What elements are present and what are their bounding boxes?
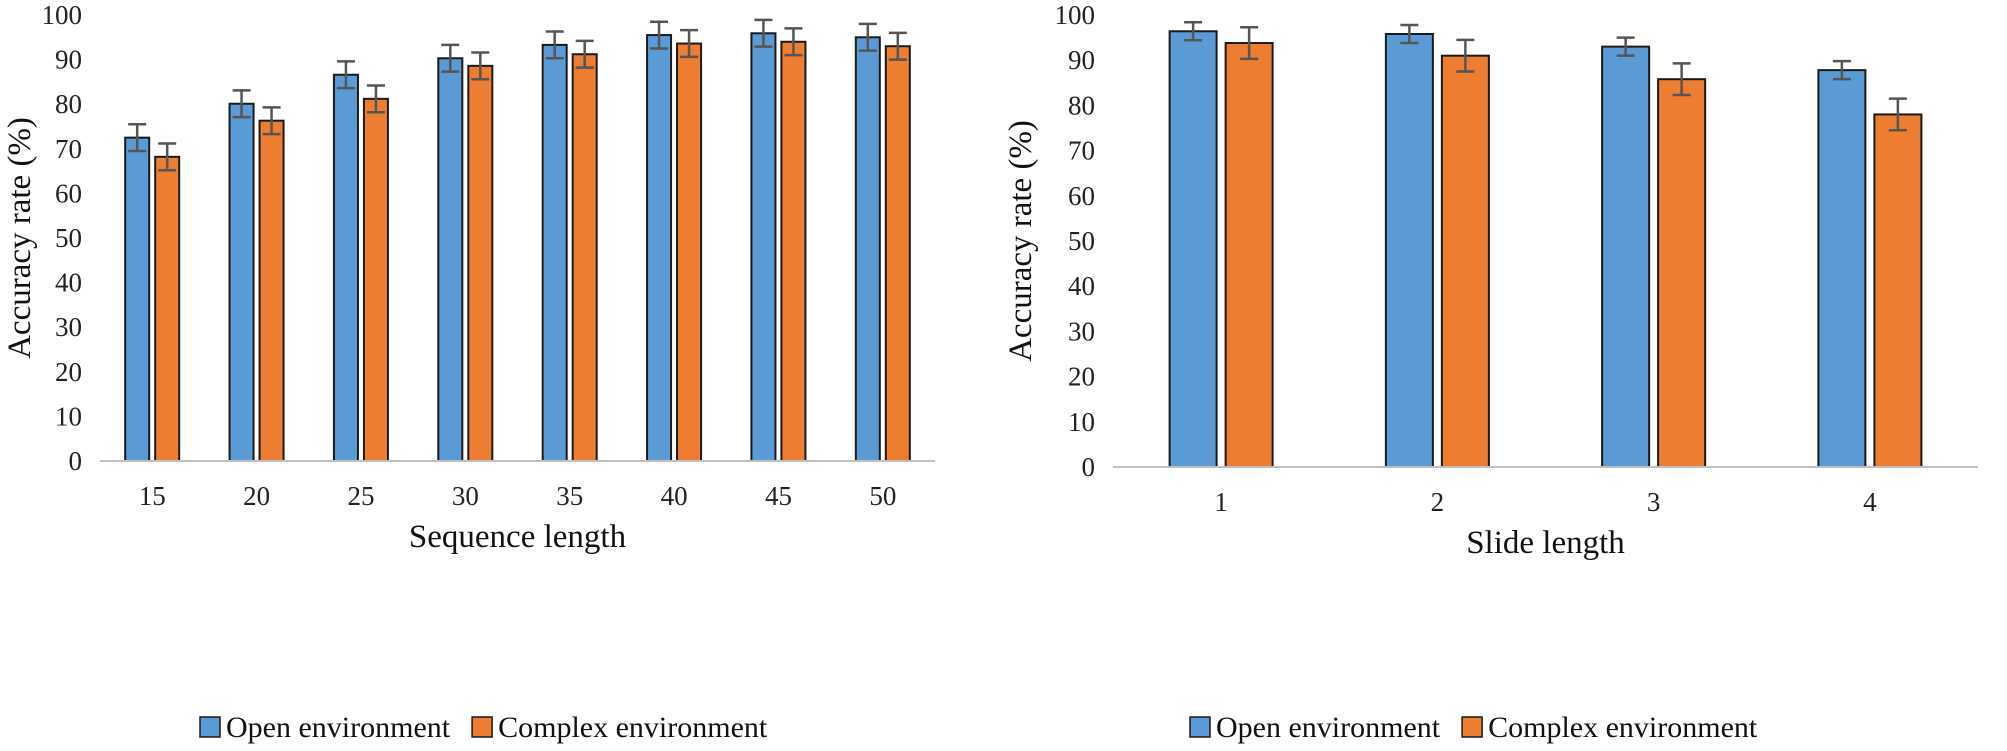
y-tick-label: 0 (1082, 452, 1096, 482)
y-tick-label: 0 (69, 446, 83, 476)
bar-open (1168, 30, 1218, 468)
bar-open (1601, 45, 1651, 468)
right-bar-chart: 0 10 20 30 40 50 60 70 80 90 100 1 2 3 4 Slide length Ac… (1003, 0, 1978, 744)
bar-open (750, 32, 777, 462)
legend-label-open: Open environment (1216, 711, 1441, 744)
x-tick-label: 4 (1863, 487, 1877, 517)
x-tick-label: 3 (1647, 487, 1661, 517)
legend-label-complex: Complex environment (498, 711, 768, 744)
bar-complex (1873, 113, 1923, 468)
x-tick-label: 30 (452, 481, 479, 511)
y-axis-title: Accuracy rate (%) (1003, 120, 1039, 362)
bar-open (646, 34, 673, 462)
bar-open (437, 57, 464, 463)
y-tick-label: 90 (55, 45, 82, 75)
y-tick-label: 10 (1068, 407, 1095, 437)
legend-label-complex: Complex environment (1488, 711, 1758, 744)
bar-complex (571, 53, 598, 463)
bar-complex (1657, 78, 1707, 469)
y-tick-label: 70 (1068, 136, 1095, 166)
bar-complex (1224, 42, 1274, 469)
bar-open (854, 36, 881, 463)
bar-complex (1440, 54, 1490, 469)
bar-complex (362, 97, 389, 463)
y-tick-label: 40 (55, 268, 82, 298)
x-tick-label: 15 (139, 481, 166, 511)
x-tick-label: 35 (556, 481, 583, 511)
y-tick-label: 90 (1068, 45, 1095, 75)
x-tick-label: 45 (765, 481, 792, 511)
y-tick-label: 80 (55, 89, 82, 119)
y-tick-label: 50 (55, 223, 82, 253)
legend-swatch-open (1189, 716, 1211, 738)
bar-complex (676, 42, 703, 462)
bar-open (332, 73, 359, 462)
y-tick-label: 40 (1068, 271, 1095, 301)
bar-complex (154, 155, 181, 462)
bar-complex (780, 40, 807, 462)
y-tick-label: 10 (55, 401, 82, 431)
bar-open (1384, 32, 1434, 468)
y-tick-label: 20 (1068, 362, 1095, 392)
bar-complex (884, 45, 911, 462)
bar-open (228, 102, 255, 462)
bar-open (124, 136, 151, 462)
y-tick-label: 100 (1055, 0, 1096, 30)
x-tick-label: 2 (1431, 487, 1445, 517)
x-tick-label: 1 (1214, 487, 1228, 517)
x-tick-label: 25 (347, 481, 374, 511)
y-axis-title: Accuracy rate (%) (2, 117, 38, 359)
y-tick-label: 60 (55, 178, 82, 208)
bar-complex (258, 119, 285, 463)
x-axis-title: Slide length (1466, 525, 1625, 561)
legend-label-open: Open environment (226, 711, 451, 744)
x-tick-label: 40 (661, 481, 688, 511)
y-tick-label: 60 (1068, 181, 1095, 211)
y-tick-label: 20 (55, 357, 82, 387)
bar-open (1817, 69, 1867, 468)
legend-swatch-complex (1461, 716, 1483, 738)
x-tick-label: 20 (243, 481, 270, 511)
y-tick-label: 30 (1068, 316, 1095, 346)
legend-swatch-open (199, 716, 221, 738)
y-tick-label: 30 (55, 312, 82, 342)
y-tick-label: 80 (1068, 90, 1095, 120)
legend-swatch-complex (471, 716, 493, 738)
x-tick-label: 50 (869, 481, 896, 511)
left-bar-chart: 0 10 20 30 40 50 60 70 80 90 100 15 20 25 30 35 40 45 50 Se… (2, 0, 935, 744)
y-tick-label: 100 (42, 0, 83, 30)
bar-open (541, 43, 568, 463)
y-tick-label: 70 (55, 134, 82, 164)
x-axis-title: Sequence length (409, 519, 627, 555)
bar-complex (467, 64, 494, 463)
y-tick-label: 50 (1068, 226, 1095, 256)
